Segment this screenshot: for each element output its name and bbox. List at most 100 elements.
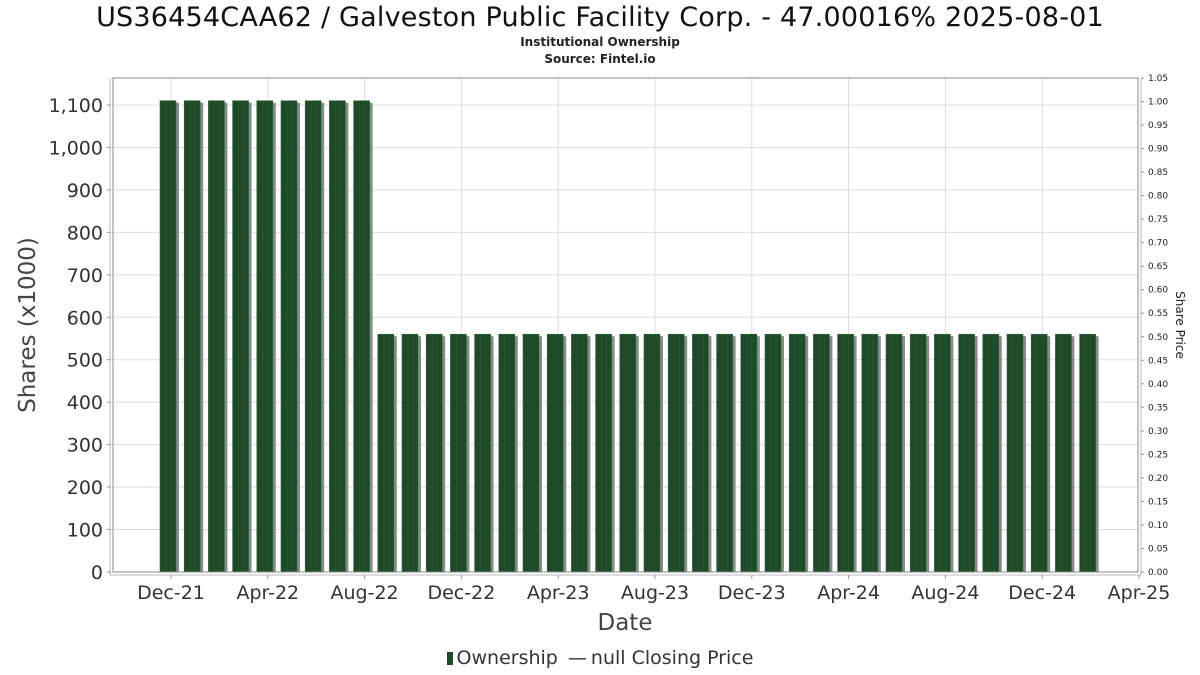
x-axis-title: Date [598, 610, 653, 636]
ownership-bar [764, 333, 782, 573]
ownership-bar [958, 333, 975, 573]
y2-tick-label: 0.35 [1148, 403, 1168, 413]
y2-tick-label: 0.15 [1148, 497, 1168, 507]
ownership-bar [546, 333, 564, 573]
y2-tick-label: 0.95 [1148, 121, 1168, 131]
y2-tick-label: 0.60 [1148, 286, 1168, 296]
chart-source: Source: Fintel.io [544, 52, 656, 66]
ownership-bar [692, 333, 709, 573]
y-tick-label: 900 [67, 180, 103, 202]
price-legend-line-icon: — [567, 647, 587, 669]
y2-tick-label: 0.00 [1148, 568, 1168, 578]
chart-subtitle: Institutional Ownership [520, 35, 680, 49]
y-tick-label: 300 [67, 435, 103, 457]
ownership-bar [788, 333, 806, 573]
ownership-bar [934, 333, 951, 573]
ownership-bar [667, 333, 685, 573]
y-tick-label: 200 [67, 477, 103, 499]
ownership-bar [861, 333, 879, 573]
ownership-bar [401, 333, 419, 573]
x-tick-label: Dec-23 [718, 582, 786, 604]
y2-tick-label: 0.90 [1148, 145, 1168, 155]
y-tick-label: 700 [67, 265, 103, 287]
ownership-bar [304, 100, 322, 573]
y-tick-label: 600 [67, 307, 103, 329]
y-tick-label: 500 [67, 350, 103, 372]
x-tick-label: Dec-21 [137, 582, 205, 604]
x-tick-label: Apr-24 [817, 582, 880, 604]
ownership-bar [329, 100, 346, 573]
x-tick-label: Apr-25 [1108, 582, 1171, 604]
x-tick-label: Aug-23 [621, 582, 689, 604]
ownership-bar [982, 333, 1000, 573]
y2-tick-label: 0.55 [1148, 309, 1168, 319]
plot-border [112, 77, 1139, 573]
y2-tick-label: 0.30 [1148, 427, 1168, 437]
ownership-bar [208, 100, 225, 573]
x-tick-label: Dec-24 [1008, 582, 1076, 604]
ownership-bar [716, 333, 733, 573]
plot-frame [109, 77, 1142, 576]
ownership-bar [183, 100, 201, 573]
ownership-bar [353, 100, 370, 573]
ownership-bar [909, 333, 927, 573]
y-tick-label: 1,100 [49, 95, 103, 117]
ownership-bar [498, 333, 516, 573]
y-tick-label: 0 [91, 562, 103, 584]
ownership-bar [837, 333, 854, 573]
ownership-bar [1055, 333, 1072, 573]
y2-axis-ticks: 0.00 0.05 0.10 0.15 0.20 0.25 0.30 0.35 0.40 0.45… [1141, 74, 1168, 578]
y2-tick-label: 1.05 [1148, 74, 1168, 84]
legend-ownership-label: Ownership [456, 647, 558, 669]
x-tick-label: Dec-22 [427, 582, 495, 604]
y2-tick-label: 0.40 [1148, 380, 1168, 390]
ownership-legend-swatch [446, 652, 453, 665]
x-axis-ticks: Dec-21 Apr-22 Aug-22 Dec-22 Apr-23 Aug-23 Dec-… [137, 575, 1170, 604]
y2-tick-label: 0.25 [1148, 450, 1168, 460]
y2-tick-label: 0.45 [1148, 356, 1168, 366]
chart-title: US36454CAA62 / Galveston Public Facility… [96, 2, 1104, 33]
y-tick-label: 800 [67, 222, 103, 244]
ownership-bar [377, 333, 395, 573]
y2-tick-label: 0.80 [1148, 192, 1168, 202]
y2-tick-label: 0.20 [1148, 474, 1168, 484]
y2-tick-label: 0.50 [1148, 333, 1168, 343]
y2-tick-label: 0.70 [1148, 239, 1168, 249]
ownership-bar [619, 333, 637, 573]
x-tick-label: Aug-24 [911, 582, 979, 604]
x-tick-label: Aug-22 [331, 582, 399, 604]
ownership-bar [595, 333, 612, 573]
ownership-bar [232, 100, 249, 573]
ownership-bar [474, 333, 491, 573]
ownership-bar [425, 333, 443, 573]
legend: Ownership — null Closing Price [0, 647, 1200, 669]
y2-axis-title: Share Price [1173, 291, 1187, 359]
ownership-bar [1006, 333, 1024, 573]
ownership-bar [885, 333, 903, 573]
y-tick-label: 400 [67, 392, 103, 414]
y-tick-label: 100 [67, 520, 103, 542]
ownership-bar [159, 100, 177, 573]
ownership-bar [1079, 333, 1096, 573]
ownership-bar [256, 100, 274, 573]
y2-tick-label: 0.10 [1148, 521, 1168, 531]
y-tick-label: 1,000 [49, 137, 103, 159]
y2-tick-label: 0.65 [1148, 262, 1168, 272]
x-tick-label: Apr-23 [527, 582, 590, 604]
ownership-bar [280, 100, 298, 573]
y2-tick-label: 0.85 [1148, 168, 1168, 178]
ownership-bar [571, 333, 588, 573]
y2-tick-label: 0.75 [1148, 215, 1168, 225]
legend-price-label: null Closing Price [590, 647, 754, 669]
ownership-bar [1030, 333, 1048, 573]
y-axis-title: Shares (x1000) [15, 237, 41, 413]
ownership-bar [813, 333, 830, 573]
ownership-bar [522, 333, 540, 573]
y-axis-ticks: 0 100 200 300 400 500 600 700 800 900 1,000 1,100 [49, 95, 111, 584]
y2-tick-label: 1.00 [1148, 98, 1168, 108]
ownership-bar [643, 333, 661, 573]
x-tick-label: Apr-22 [236, 582, 299, 604]
ownership-bar [450, 333, 467, 573]
bars [159, 100, 1099, 573]
